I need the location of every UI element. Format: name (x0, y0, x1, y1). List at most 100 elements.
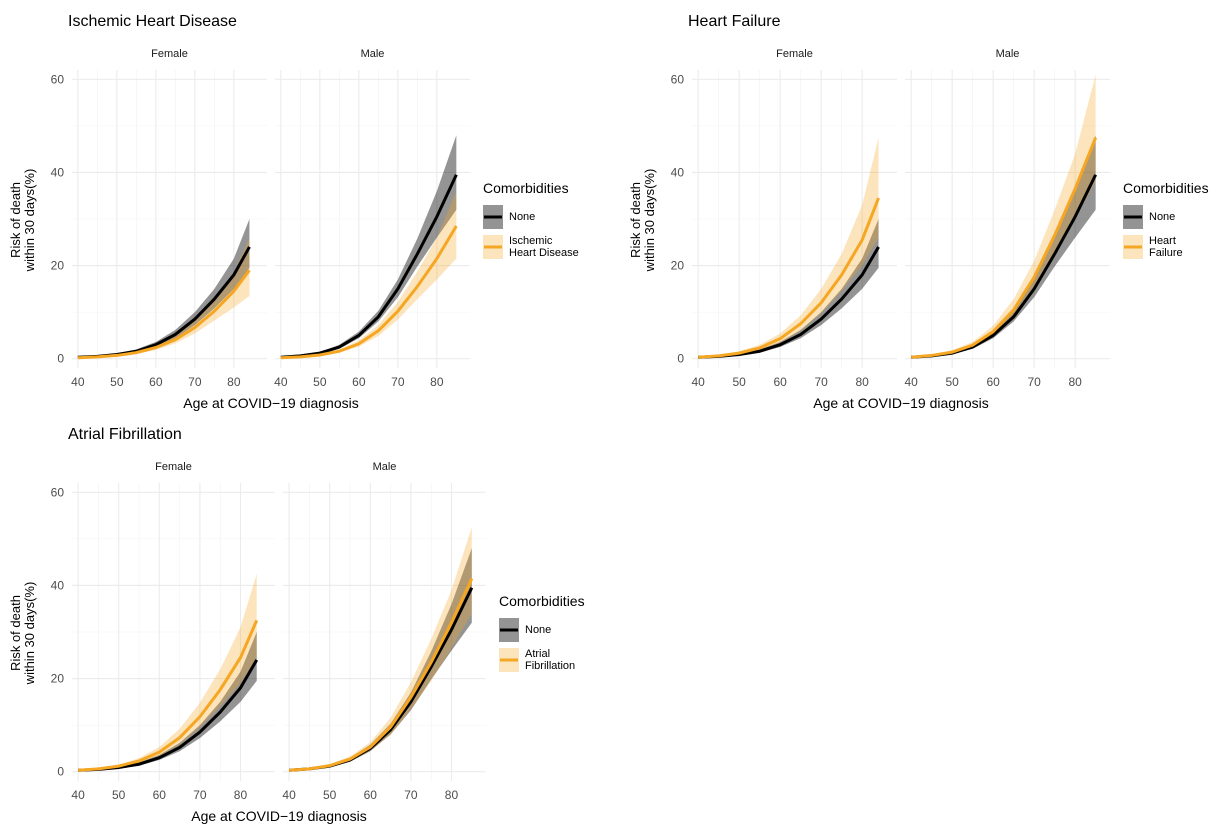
line (77, 269, 251, 360)
x-tick-label: 60 (986, 375, 1000, 389)
line (77, 619, 259, 772)
y-tick-label: 0 (677, 352, 684, 366)
ci-band (289, 527, 472, 771)
legend-label: Atrial Fibrillation (525, 648, 576, 672)
y-tick-label: 40 (51, 578, 65, 592)
chart-title: Ischemic Heart Disease (68, 13, 237, 30)
x-tick-label: 70 (1027, 375, 1041, 389)
ci-band (698, 137, 879, 358)
y-tick-label: 0 (57, 352, 64, 366)
legend-key (499, 618, 519, 642)
line (698, 197, 880, 359)
ci-band (77, 219, 250, 358)
y-tick-label: 60 (51, 485, 65, 499)
legend-key (483, 235, 503, 259)
x-tick-label: 70 (391, 375, 405, 389)
ci-band (280, 191, 457, 359)
legend-key (1123, 205, 1143, 229)
legend-item: Atrial Fibrillation (499, 647, 585, 673)
x-axis-label: Age at COVID−19 diagnosis (813, 395, 989, 411)
x-tick-label: 60 (149, 375, 163, 389)
x-tick-label: 50 (323, 788, 337, 802)
legend-item: Heart Failure (1123, 234, 1209, 260)
facet-label: Male (996, 48, 1020, 60)
x-tick-label: 80 (234, 788, 248, 802)
x-axis-label: Age at COVID−19 diagnosis (191, 808, 367, 824)
x-tick-label: 80 (1068, 375, 1082, 389)
x-tick-label: 50 (945, 375, 959, 389)
x-tick-label: 60 (352, 375, 366, 389)
x-tick-label: 60 (773, 375, 787, 389)
facet-label: Male (373, 461, 397, 473)
x-tick-label: 40 (274, 375, 288, 389)
ci-band (78, 632, 257, 771)
chart-title: Heart Failure (688, 13, 781, 30)
y-tick-label: 20 (51, 672, 65, 686)
legend-item: Ischemic Heart Disease (483, 234, 579, 260)
ci-band (911, 74, 1096, 358)
x-tick-label: 70 (193, 788, 207, 802)
y-axis-label: Risk of death within 30 days(%) (628, 168, 657, 272)
facet-label: Male (361, 48, 385, 60)
legend-key (499, 648, 519, 672)
y-tick-label: 0 (57, 765, 64, 779)
legend-key (1123, 235, 1143, 259)
chart-svg: Heart Failure Female 40 50 60 70 80 0 20 40 60 Male… (671, 13, 1110, 411)
ci-band (698, 219, 879, 358)
x-tick-label: 80 (430, 375, 444, 389)
legend: Comorbidities None Ischemic Heart Disease (483, 180, 579, 264)
legend-item: None (499, 617, 585, 643)
legend-title: Comorbidities (1123, 180, 1209, 196)
x-tick-label: 80 (227, 375, 241, 389)
y-axis-label: Risk of death within 30 days(%) (8, 581, 37, 685)
y-tick-label: 60 (51, 72, 65, 86)
x-tick-label: 70 (188, 375, 202, 389)
chart: Ischemic Heart Disease Female 40 50 60 70 80 0 2… (0, 0, 620, 412)
facet-label: Female (155, 461, 192, 473)
line (288, 577, 474, 772)
legend-label: Heart Failure (1149, 235, 1183, 259)
facet-label: Female (776, 48, 813, 60)
x-tick-label: 80 (855, 375, 869, 389)
y-tick-label: 40 (671, 165, 685, 179)
chart-svg: Atrial Fibrillation Female 40 50 60 70 80 0 20 40… (51, 426, 486, 824)
ci-band (78, 573, 257, 771)
legend-item: None (1123, 204, 1209, 230)
facet-label: Female (151, 48, 188, 60)
y-tick-label: 20 (51, 259, 65, 273)
x-tick-label: 50 (112, 788, 126, 802)
x-tick-label: 40 (691, 375, 705, 389)
legend-item: None (483, 204, 579, 230)
x-axis-label: Age at COVID−19 diagnosis (183, 395, 359, 411)
chart-svg: Ischemic Heart Disease Female 40 50 60 70 80 0 2… (51, 13, 470, 411)
chart-title: Atrial Fibrillation (68, 426, 182, 443)
x-tick-label: 50 (313, 375, 327, 389)
legend-label: None (1149, 211, 1176, 223)
x-tick-label: 70 (404, 788, 418, 802)
y-tick-label: 40 (51, 165, 65, 179)
y-axis-label: Risk of death within 30 days(%) (8, 168, 37, 272)
chart: Heart Failure Female 40 50 60 70 80 0 20 40 60 Male… (620, 0, 1224, 412)
x-tick-label: 50 (110, 375, 124, 389)
legend: Comorbidities None Atrial Fibrillation (499, 593, 585, 677)
legend: Comorbidities None Heart Failure (1123, 180, 1209, 264)
legend-title: Comorbidities (499, 593, 585, 609)
legend-key (483, 205, 503, 229)
x-tick-label: 40 (282, 788, 296, 802)
legend-label: None (525, 624, 552, 636)
x-tick-label: 40 (71, 788, 85, 802)
x-tick-label: 40 (904, 375, 918, 389)
line (280, 225, 458, 360)
chart: Atrial Fibrillation Female 40 50 60 70 80 0 20 40… (0, 413, 636, 825)
x-tick-label: 40 (71, 375, 85, 389)
x-tick-label: 50 (732, 375, 746, 389)
line (911, 136, 1098, 359)
y-tick-label: 60 (671, 72, 685, 86)
legend-label: None (509, 211, 536, 223)
x-tick-label: 70 (814, 375, 828, 389)
x-tick-label: 80 (445, 788, 459, 802)
y-tick-label: 20 (671, 259, 685, 273)
legend-label: Ischemic Heart Disease (509, 235, 579, 259)
legend-title: Comorbidities (483, 180, 569, 196)
